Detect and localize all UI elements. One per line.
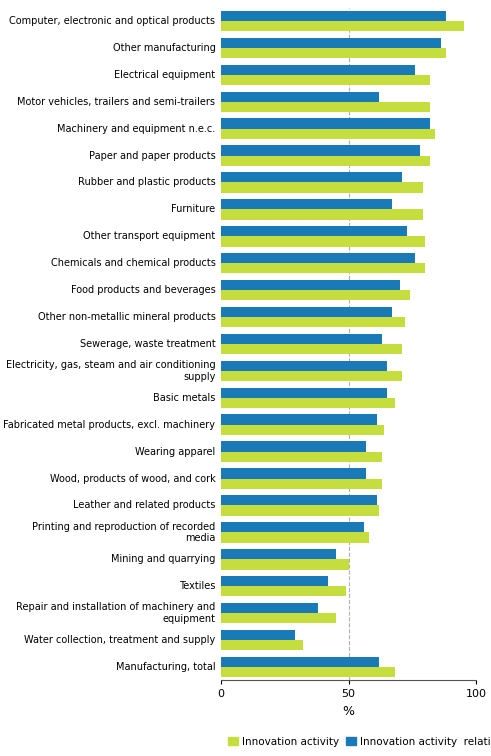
Bar — [221, 38, 440, 48]
Bar — [221, 667, 395, 677]
Bar — [221, 549, 336, 559]
Bar — [221, 522, 364, 532]
Bar — [221, 48, 446, 58]
Bar — [221, 333, 382, 344]
Bar — [221, 576, 328, 586]
Bar — [221, 613, 336, 624]
Bar — [221, 263, 425, 274]
Bar — [221, 657, 379, 667]
Bar — [221, 630, 295, 640]
Bar — [221, 559, 349, 569]
Bar — [221, 640, 302, 650]
Bar — [221, 361, 387, 371]
Bar — [221, 91, 379, 102]
Bar — [221, 317, 405, 327]
Bar — [221, 182, 423, 193]
Bar — [221, 398, 395, 408]
Bar — [221, 414, 377, 425]
Bar — [221, 307, 392, 317]
Bar — [221, 119, 430, 129]
X-axis label: %: % — [343, 705, 355, 718]
Bar — [221, 75, 430, 85]
Bar — [221, 344, 402, 355]
Bar — [221, 506, 379, 516]
Bar — [221, 156, 430, 166]
Bar — [221, 226, 408, 237]
Bar — [221, 64, 415, 75]
Bar — [221, 145, 420, 156]
Bar — [221, 586, 346, 596]
Bar — [221, 495, 377, 506]
Bar — [221, 290, 410, 300]
Bar — [221, 425, 384, 435]
Bar — [221, 479, 382, 489]
Legend: Innovation activity, Innovation activity  relating to products and processes: Innovation activity, Innovation activity… — [223, 733, 491, 751]
Bar — [221, 237, 425, 246]
Bar — [221, 199, 392, 209]
Bar — [221, 532, 369, 543]
Bar — [221, 388, 387, 398]
Bar — [221, 172, 402, 182]
Bar — [221, 209, 423, 220]
Bar — [221, 442, 366, 451]
Bar — [221, 21, 464, 31]
Bar — [221, 603, 318, 613]
Bar — [221, 451, 382, 462]
Bar — [221, 253, 415, 263]
Bar — [221, 129, 436, 139]
Bar — [221, 11, 446, 21]
Bar — [221, 468, 366, 479]
Bar — [221, 280, 400, 290]
Bar — [221, 102, 430, 112]
Bar — [221, 371, 402, 381]
